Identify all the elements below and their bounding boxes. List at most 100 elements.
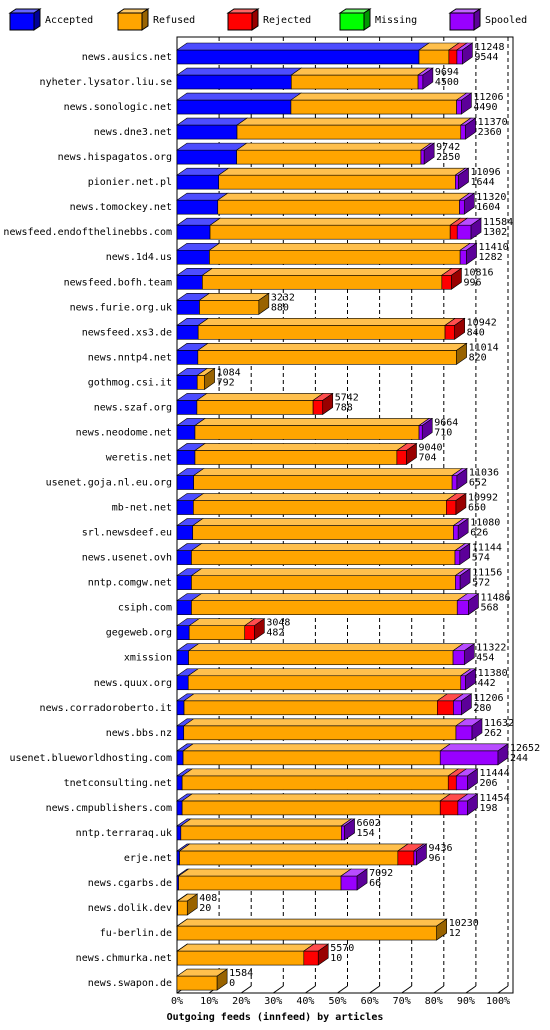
bar-front [176, 124, 238, 140]
bar-front [439, 800, 459, 816]
bar-segment [235, 142, 432, 165]
bar-front [340, 875, 358, 891]
bar-segment [190, 568, 467, 590]
total-label: 11206 [473, 92, 503, 103]
bar-front [188, 650, 454, 666]
bar-side [451, 267, 462, 290]
bar-segment [176, 443, 206, 465]
x-tick [305, 985, 316, 994]
bar-front [454, 550, 461, 565]
bar-top [190, 593, 469, 601]
legend-swatch [9, 12, 35, 31]
category-label: pionier.net.pl [88, 177, 172, 188]
category-label: news.chmurka.net [76, 953, 172, 964]
bar-segment [412, 843, 428, 866]
bar-segment [451, 467, 468, 491]
bar-top [176, 142, 248, 151]
bar-front [176, 575, 192, 590]
bar-front [459, 249, 467, 265]
accepted-label: 206 [480, 778, 498, 789]
total-label: 6602 [357, 818, 381, 829]
legend-swatch-side [141, 8, 149, 31]
bar-front [176, 174, 220, 190]
bar-segment [195, 393, 325, 415]
category-label: news.dne3.net [94, 127, 172, 138]
total-label: 11036 [469, 468, 499, 479]
bar-side [461, 693, 472, 716]
bar-front [177, 900, 188, 916]
bar-side [422, 67, 434, 90]
accepted-label: 710 [434, 427, 452, 438]
bar-segment [454, 167, 470, 190]
bar-front [397, 850, 415, 866]
bar-segment [182, 718, 467, 741]
bar-top [187, 668, 472, 677]
bar-front [217, 199, 460, 215]
bar-top [176, 918, 448, 927]
bar-segment [197, 318, 456, 340]
category-label: news.usenet.ovh [82, 553, 172, 564]
bar-segment [176, 468, 205, 490]
total-label: 11248 [474, 42, 504, 53]
legend-item: Refused [116, 8, 195, 31]
bar-front [191, 575, 456, 590]
bar-segment [176, 918, 448, 941]
bar-segment [191, 518, 465, 540]
bar-segment [179, 818, 353, 841]
bar-segment [456, 793, 479, 816]
bar-side [344, 818, 355, 841]
accepted-label: 1644 [471, 177, 495, 188]
bar-side [436, 918, 447, 941]
bar-front [457, 800, 468, 816]
legend-label: Refused [153, 15, 195, 26]
bar-front [176, 149, 238, 165]
category-label: news.sonologic.net [64, 102, 172, 113]
bar-front [191, 550, 456, 565]
bar-front [218, 174, 456, 190]
category-label: xmission [124, 653, 172, 664]
bar-front [449, 224, 458, 240]
category-label: gothmog.csi.it [88, 377, 172, 388]
bar-front [192, 525, 454, 540]
bar-front [236, 124, 462, 140]
bar-side [204, 367, 215, 390]
bar-segment [417, 67, 434, 90]
bar-top [190, 543, 466, 551]
legend-label: Rejected [263, 15, 311, 26]
category-label: news.hispagatos.org [58, 152, 172, 163]
x-tick-label: 40% [296, 996, 314, 1007]
bar-side [465, 117, 476, 140]
total-label: 5570 [330, 943, 354, 954]
bar-top [183, 693, 449, 702]
bar-front [176, 650, 189, 666]
accepted-label: 1604 [476, 202, 500, 213]
total-label: 11380 [478, 668, 508, 679]
bar-front [179, 850, 399, 866]
bar-side [322, 392, 334, 415]
accepted-label: 10 [330, 953, 342, 964]
legend-item: Spooled [448, 8, 527, 31]
bar-top [178, 843, 409, 852]
legend-item: Accepted [8, 8, 93, 31]
bar-side [406, 442, 417, 466]
bar-segment [456, 217, 482, 240]
bar-front [176, 750, 184, 766]
bar-segment [176, 968, 229, 991]
bar-front [455, 575, 461, 590]
bar-segment [183, 693, 449, 716]
bar-front [176, 74, 292, 90]
bar-segment [194, 418, 430, 440]
bar-segment [458, 192, 476, 215]
bar-front [441, 274, 452, 290]
bar-segment [444, 317, 466, 340]
bar-front [176, 550, 192, 565]
bar-front [413, 850, 417, 866]
bar-side [454, 317, 465, 340]
legend-swatch [227, 12, 253, 31]
bar-front [194, 450, 398, 465]
total-label: 9664 [434, 417, 458, 428]
bar-front [452, 650, 465, 666]
total-label: 9742 [436, 142, 460, 153]
bar-front [456, 49, 463, 65]
bar-top [194, 443, 408, 451]
